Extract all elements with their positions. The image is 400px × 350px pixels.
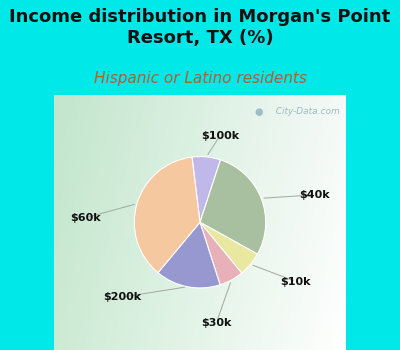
Wedge shape bbox=[200, 222, 242, 285]
Text: $10k: $10k bbox=[280, 276, 311, 287]
Wedge shape bbox=[134, 157, 200, 273]
Text: $100k: $100k bbox=[201, 131, 239, 141]
Text: $60k: $60k bbox=[71, 213, 101, 223]
Wedge shape bbox=[200, 222, 258, 273]
Wedge shape bbox=[158, 222, 220, 288]
Text: Income distribution in Morgan's Point
Resort, TX (%): Income distribution in Morgan's Point Re… bbox=[9, 8, 391, 47]
Text: City-Data.com: City-Data.com bbox=[270, 107, 340, 116]
Text: $30k: $30k bbox=[201, 318, 232, 328]
Wedge shape bbox=[192, 156, 220, 222]
Wedge shape bbox=[200, 160, 266, 254]
Text: Hispanic or Latino residents: Hispanic or Latino residents bbox=[94, 71, 306, 86]
Text: $40k: $40k bbox=[299, 190, 329, 200]
Text: ●: ● bbox=[254, 107, 262, 117]
Text: $200k: $200k bbox=[103, 292, 142, 302]
